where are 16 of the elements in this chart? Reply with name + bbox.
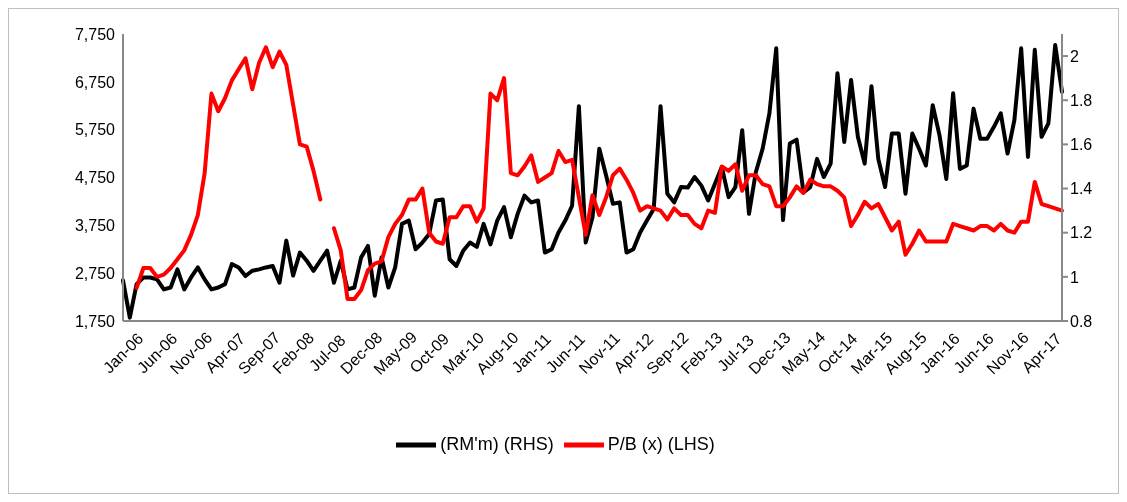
- y-tick-label: 3,750: [74, 217, 116, 235]
- y2-tick-label: 1.2: [1070, 224, 1093, 242]
- y-tick-label: 5,750: [74, 121, 116, 139]
- y2-tick-label: 1: [1070, 268, 1079, 286]
- y2-tick-label: 2: [1070, 47, 1079, 65]
- legend-label: P/B (x) (LHS): [607, 433, 715, 454]
- y2-tick-label: 1.8: [1070, 91, 1093, 109]
- legend-label: (RM'm) (RHS): [440, 433, 554, 454]
- y-tick-label: 7,750: [74, 25, 116, 43]
- y-tick-label: 1,750: [74, 312, 116, 330]
- y-tick-label: 2,750: [74, 264, 116, 282]
- y2-tick-label: 1.6: [1070, 136, 1093, 154]
- y-tick-label: 6,750: [74, 73, 116, 91]
- y2-tick-label: 0.8: [1070, 312, 1093, 330]
- y-tick-label: 4,750: [74, 169, 116, 187]
- y2-tick-label: 1.4: [1070, 180, 1093, 198]
